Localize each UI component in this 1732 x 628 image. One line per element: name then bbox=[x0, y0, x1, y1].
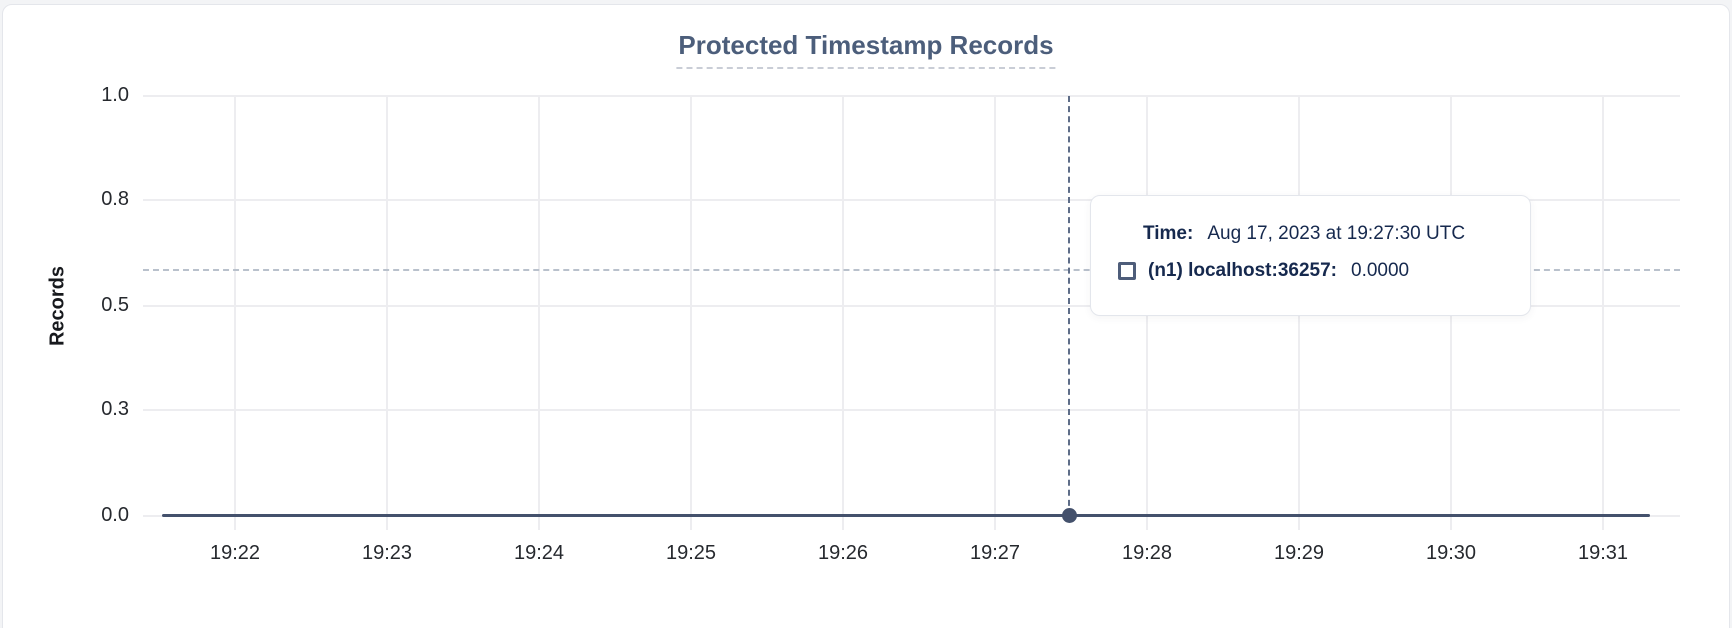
y-gridline bbox=[143, 199, 1680, 201]
plot-area[interactable]: 19:22 19:23 19:24 19:25 19:26 19:27 19:28 19:29… bbox=[101, 84, 1680, 564]
x-gridline bbox=[234, 96, 236, 530]
x-axis-tick-label: 19:30 bbox=[1425, 542, 1477, 564]
chart-title[interactable]: Protected Timestamp Records bbox=[676, 30, 1056, 69]
y-gridline bbox=[143, 95, 1680, 97]
x-gridline bbox=[538, 96, 540, 530]
y-axis-tick-label: 0.5 bbox=[101, 294, 129, 316]
y-axis-title: Records bbox=[46, 265, 69, 347]
x-axis-tick-label: 19:27 bbox=[969, 542, 1021, 564]
x-axis-tick-label: 19:31 bbox=[1577, 542, 1629, 564]
y-axis-tick-label: 1.0 bbox=[101, 84, 129, 106]
crosshair-vertical-line bbox=[1068, 96, 1070, 516]
tooltip-time-row: Time: Aug 17, 2023 at 19:27:30 UTC bbox=[1143, 223, 1465, 245]
tooltip-series-row: (n1) localhost:36257: 0.0000 bbox=[1118, 260, 1409, 282]
series-swatch-icon bbox=[1118, 262, 1136, 280]
x-gridline bbox=[994, 96, 996, 530]
hover-point-dot bbox=[1062, 508, 1077, 523]
tooltip-series-value: 0.0000 bbox=[1351, 260, 1410, 281]
x-axis-tick-label: 19:26 bbox=[817, 542, 869, 564]
tooltip-series-label: (n1) localhost:36257: bbox=[1148, 260, 1337, 281]
x-axis-tick-label: 19:29 bbox=[1273, 542, 1325, 564]
x-gridline bbox=[842, 96, 844, 530]
tooltip-time-label: Time: bbox=[1143, 223, 1194, 244]
series-line bbox=[162, 514, 1650, 517]
y-axis-tick-label: 0.8 bbox=[101, 188, 129, 210]
crosshair-horizontal-line bbox=[143, 269, 1680, 271]
chart-card bbox=[2, 4, 1730, 628]
tooltip-time-value: Aug 17, 2023 at 19:27:30 UTC bbox=[1207, 223, 1466, 244]
hover-tooltip: Time: Aug 17, 2023 at 19:27:30 UTC (n1) l… bbox=[1090, 195, 1531, 316]
x-axis-tick-label: 19:25 bbox=[665, 542, 717, 564]
x-axis-tick-label: 19:23 bbox=[361, 542, 413, 564]
x-axis-tick-label: 19:22 bbox=[209, 542, 261, 564]
y-axis-tick-label: 0.0 bbox=[101, 504, 129, 526]
y-axis-tick-label: 0.3 bbox=[101, 398, 129, 420]
y-gridline bbox=[143, 409, 1680, 411]
x-axis-tick-label: 19:24 bbox=[513, 542, 565, 564]
x-gridline bbox=[1602, 96, 1604, 530]
x-gridline bbox=[690, 96, 692, 530]
y-gridline bbox=[143, 305, 1680, 307]
x-gridline bbox=[386, 96, 388, 530]
x-axis-tick-label: 19:28 bbox=[1121, 542, 1173, 564]
